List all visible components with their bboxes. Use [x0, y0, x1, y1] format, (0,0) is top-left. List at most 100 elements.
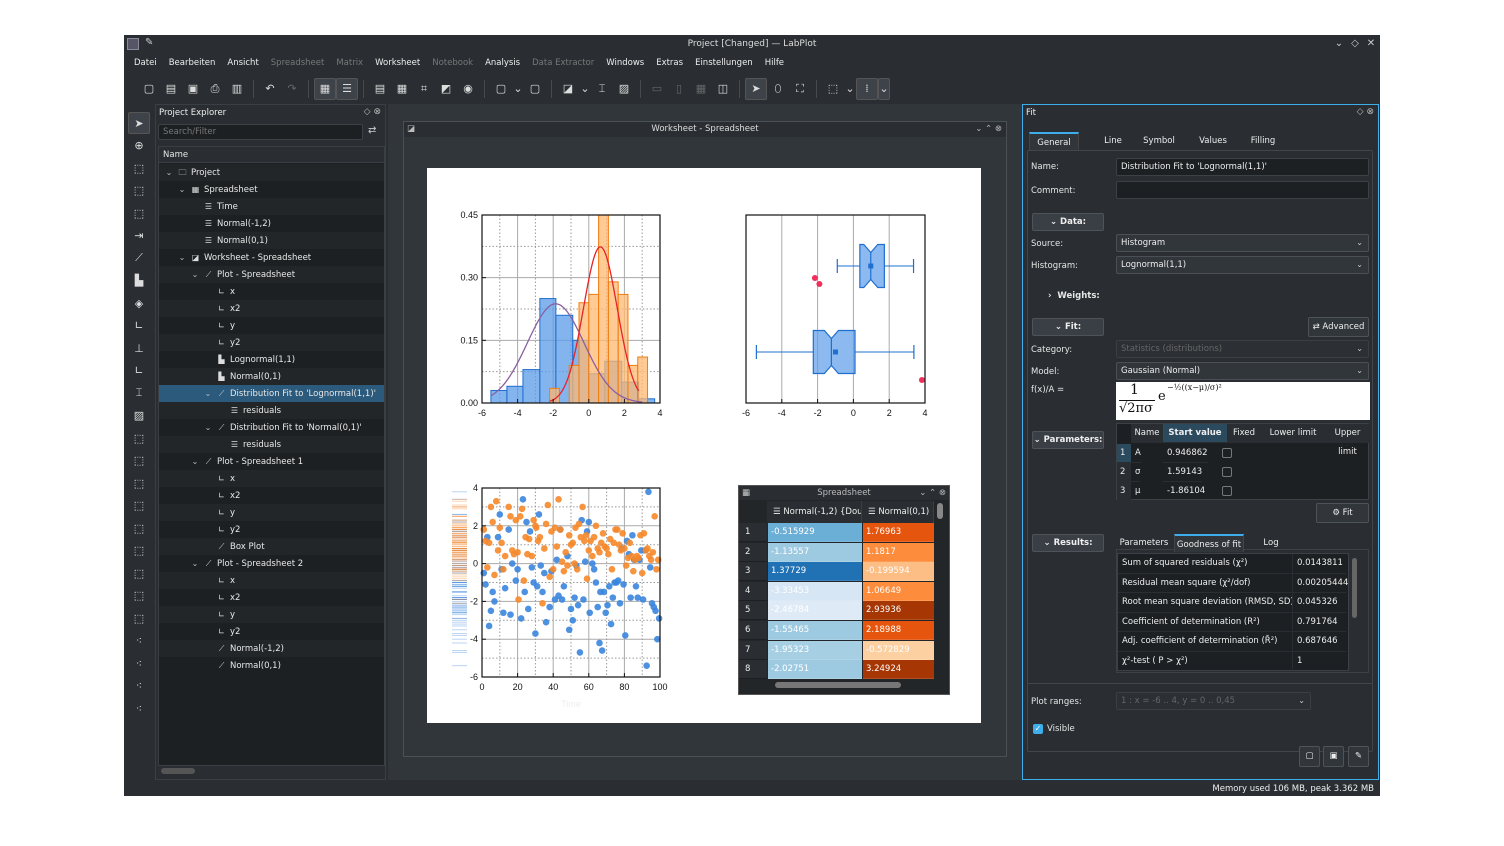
tree-item[interactable]: ∟ x2	[159, 589, 384, 606]
menu-extras[interactable]: Extras	[656, 58, 684, 68]
column-header-normal-1-2[interactable]: ☰ Normal(-1,2) {Dou	[767, 501, 862, 523]
tree-item[interactable]: ☰ residuals	[159, 436, 384, 453]
crosshair-icon[interactable]: ⊕	[134, 139, 144, 152]
tree-item[interactable]: ∟ x	[159, 572, 384, 589]
new-data-extractor-icon[interactable]: ⌗	[420, 81, 428, 95]
float-icon[interactable]: ◇	[1356, 107, 1364, 117]
fit-button[interactable]: ⚙ Fit	[1316, 503, 1369, 523]
tree-item[interactable]: ☰ Time	[159, 198, 384, 215]
dropdown-chevron-icon[interactable]: ⌄	[845, 82, 855, 95]
cell-normal-0-1[interactable]: 1.76963	[863, 523, 934, 542]
data-section-toggle[interactable]: ⌄ Data:	[1032, 213, 1104, 231]
spreadsheet-window[interactable]: ▦ Spreadsheet ⌄ ⌃ ⊗ ☰ Normal(-1,2) {Dou …	[738, 485, 950, 695]
image-icon[interactable]: ▨	[133, 409, 145, 422]
row-number[interactable]: 1	[739, 523, 767, 542]
close-dock-icon[interactable]: ⊗	[373, 107, 381, 117]
row-number[interactable]: 3	[739, 562, 767, 582]
xy-curve-icon[interactable]: ⟋	[135, 251, 143, 264]
results-tab-parameters[interactable]: Parameters	[1119, 538, 1169, 548]
undo-icon[interactable]: ↶	[265, 82, 275, 95]
layout-vertical-icon[interactable]: ▭	[651, 82, 663, 95]
column-header-normal-0-1[interactable]: ☰ Normal(0,1) {	[862, 501, 934, 523]
add-text-label-icon[interactable]: ⌶	[598, 81, 606, 95]
tree-item[interactable]: ∟ y2	[159, 521, 384, 538]
menu-analysis[interactable]: Analysis	[485, 58, 521, 68]
maximize-button[interactable]: ◇	[1351, 38, 1359, 49]
tree-item[interactable]: ∟ x	[159, 283, 384, 300]
name-input[interactable]: Distribution Fit to 'Lognormal(1,1)'	[1116, 158, 1369, 176]
zoom-mode-icon[interactable]: ⬯	[774, 81, 782, 95]
menu-matrix[interactable]: Matrix	[336, 58, 364, 68]
comment-input[interactable]	[1116, 181, 1369, 199]
tree-item[interactable]: ∟ y2	[159, 334, 384, 351]
horizontal-scrollbar[interactable]	[161, 768, 195, 774]
weights-section-toggle[interactable]: › Weights:	[1048, 291, 1100, 301]
zoom-in-x-icon[interactable]: ⬚	[133, 544, 145, 557]
histogram-select[interactable]: Lognormal(1,1) ⌄	[1116, 256, 1369, 274]
results-tab-goodness-of-fit[interactable]: Goodness of fit	[1174, 534, 1244, 552]
menu-einstellungen[interactable]: Einstellungen	[695, 58, 753, 68]
tree-view-icon[interactable]: ▦	[314, 77, 336, 100]
param-start-value[interactable]: -1.86104	[1163, 482, 1206, 501]
layout-horizontal-icon[interactable]: ▯	[675, 82, 683, 95]
print-preview-icon[interactable]: ▥	[231, 82, 243, 95]
menu-windows[interactable]: Windows	[606, 58, 645, 68]
shift-up-icon[interactable]: ⁖	[135, 679, 143, 692]
cell-normal-0-1[interactable]: 2.18988	[863, 621, 934, 640]
x-axis-icon[interactable]: ⊥	[134, 341, 144, 355]
param-fixed-checkbox[interactable]	[1222, 467, 1232, 477]
dropdown-chevron-icon[interactable]: ⌄	[878, 77, 890, 100]
tree-item[interactable]: ∟ y	[159, 606, 384, 623]
scale-auto-icon[interactable]: ⬚	[133, 431, 145, 445]
save-template-button[interactable]: ▣	[1323, 746, 1344, 767]
expand-chevron-icon[interactable]: ⌄	[204, 389, 212, 398]
close-window-button[interactable]: ✕	[1366, 38, 1376, 49]
shift-right-icon[interactable]: ⁖	[135, 656, 143, 670]
tree-item[interactable]: ∟ x2	[159, 300, 384, 317]
zoom-selection-icon[interactable]: ⬚	[133, 161, 145, 175]
scale-auto-x-icon[interactable]: ⬚	[133, 454, 145, 467]
row-number[interactable]: 7	[739, 640, 767, 660]
select-icon[interactable]: ➤	[128, 112, 150, 134]
expand-chevron-icon[interactable]: ⌄	[191, 270, 199, 279]
worksheet-plots[interactable]: -6 -4 -2 0 2 40.000.150.300.45-6 -4 -2 0 2 40 20 40 6…	[427, 168, 981, 723]
menu-data-extractor[interactable]: Data Extractor	[532, 58, 595, 68]
import-icon[interactable]: ▢	[495, 82, 507, 95]
results-tab-log[interactable]: Log	[1263, 538, 1279, 548]
tab-general[interactable]: General	[1029, 132, 1079, 150]
param-header[interactable]: Name	[1131, 424, 1163, 443]
tree-item[interactable]: ⟋ Box Plot	[159, 538, 384, 555]
param-header[interactable]: Upper limit	[1325, 424, 1370, 457]
search-input[interactable]: Search/Filter	[158, 124, 363, 140]
zoom-out-y-icon[interactable]: ⬚	[133, 611, 145, 625]
shift-down-icon[interactable]: ⁖	[135, 701, 143, 715]
fit-section-toggle[interactable]: ⌄ Fit:	[1032, 318, 1104, 336]
horizontal-scrollbar[interactable]	[775, 682, 901, 688]
source-select[interactable]: Histogram ⌄	[1116, 234, 1369, 252]
save-as-default-button[interactable]: ✎	[1348, 746, 1369, 767]
tree-item[interactable]: ⌄ ⟋ Plot - Spreadsheet	[159, 266, 384, 283]
expand-chevron-icon[interactable]: ⌄	[178, 185, 186, 194]
results-section-toggle[interactable]: ⌄ Results:	[1032, 534, 1104, 552]
tree-item[interactable]: ☰ Normal(-1,2)	[159, 215, 384, 232]
dropdown-chevron-icon[interactable]: ⌄	[513, 82, 523, 95]
zoom-select-icon[interactable]: ⬚	[827, 82, 839, 95]
menu-ansicht[interactable]: Ansicht	[227, 58, 259, 68]
expand-chevron-icon[interactable]: ⌄	[191, 559, 199, 568]
param-row-number[interactable]: 2	[1117, 463, 1131, 482]
break-layout-icon[interactable]: ◫	[717, 82, 729, 95]
cursor-mode-icon[interactable]: ⁞	[856, 77, 878, 100]
cell-normal-1-2[interactable]: -3.33453	[768, 581, 862, 601]
shift-left-icon[interactable]: ⁖	[135, 634, 143, 647]
new-live-data-icon[interactable]: ◩	[440, 82, 452, 95]
redo-icon[interactable]: ↷	[287, 82, 297, 95]
visible-checkbox[interactable]: ✓	[1033, 724, 1043, 734]
cell-normal-1-2[interactable]: -2.46784	[768, 601, 862, 621]
cursor-icon[interactable]: ⇥	[134, 229, 144, 242]
tree-item[interactable]: ∟ y2	[159, 623, 384, 640]
scale-auto-y-icon[interactable]: ⬚	[133, 476, 145, 490]
tree-item[interactable]: ▙ Normal(0,1)	[159, 368, 384, 385]
param-header[interactable]: Lower limit	[1261, 424, 1325, 443]
new-spreadsheet-icon[interactable]: ▤	[374, 82, 386, 95]
tree-item[interactable]: ⌄ ▦ Spreadsheet	[159, 181, 384, 198]
